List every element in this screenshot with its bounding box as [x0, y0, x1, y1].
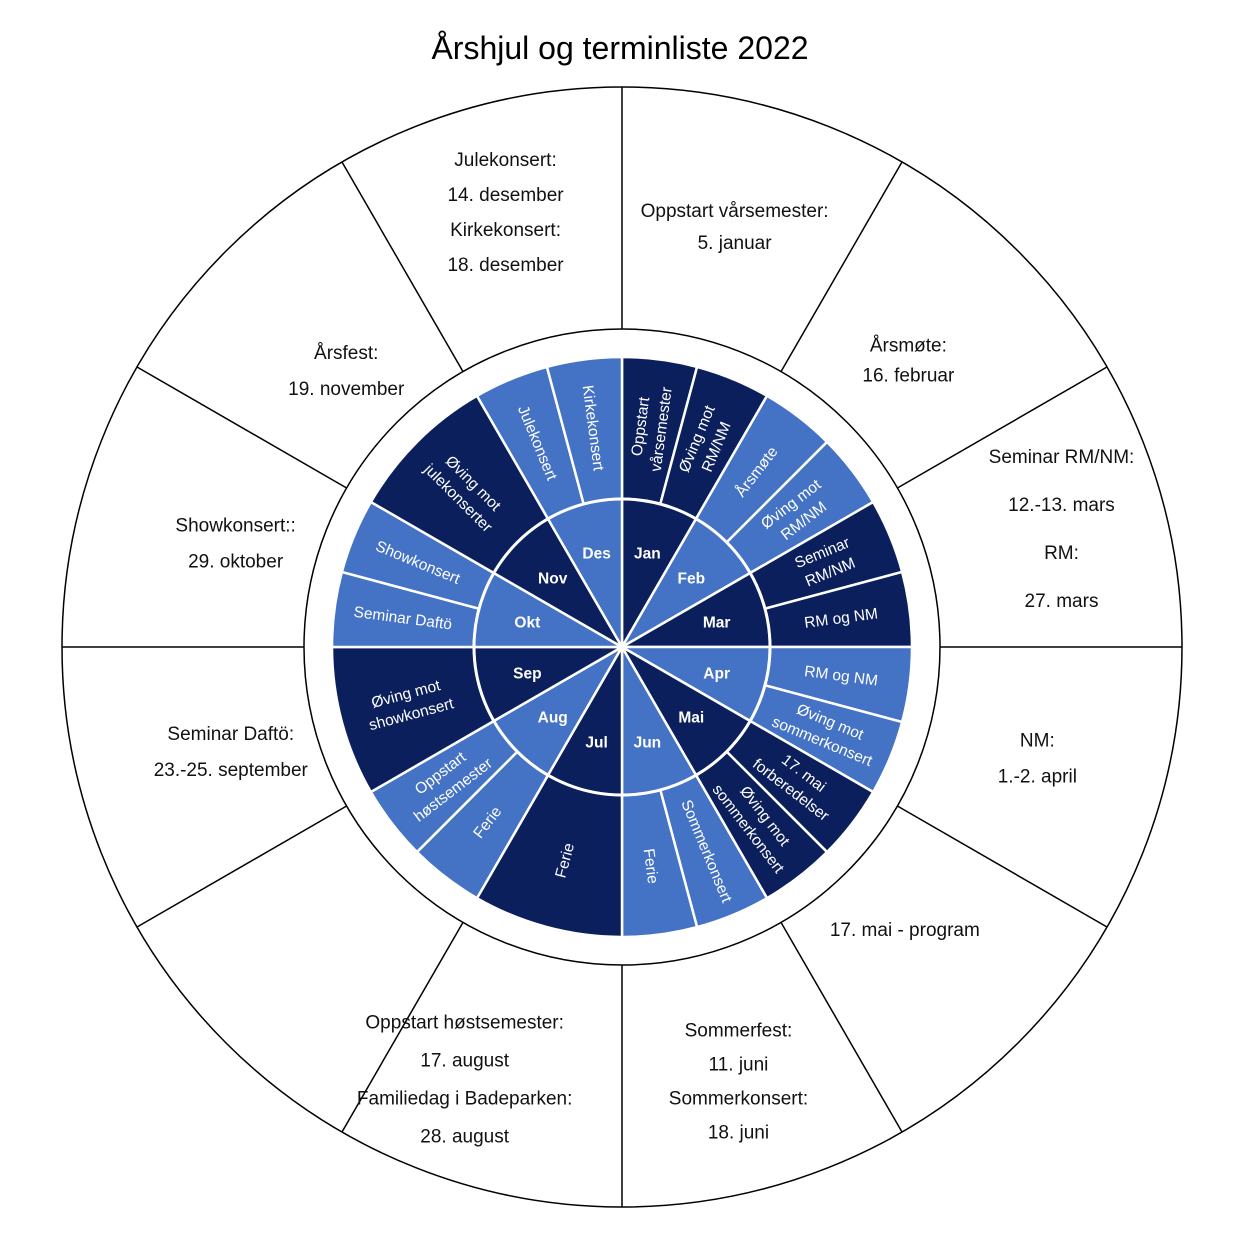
event-line: Julekonsert: [454, 150, 556, 171]
event-line: NM: [1020, 730, 1055, 751]
event-line: Årsmøte: [870, 336, 947, 357]
event-line: Showkonsert:: [175, 515, 295, 536]
event-line: Oppstart vårsemester: [641, 201, 829, 222]
event-line: Årsfest: [314, 343, 378, 364]
activity-label-ferie-line: Ferie [640, 848, 661, 885]
month-ring: Jan Feb Mar Apr Mai Jun Jul Aug Sep Okt Nov Des [472, 497, 772, 797]
month-divider [341, 161, 464, 372]
event-line: 12.-13. mars [1008, 495, 1115, 516]
month-divider [136, 805, 347, 928]
month-label-mai: Mai [678, 709, 704, 726]
month-divider [341, 922, 464, 1133]
event-line: 28. august [420, 1126, 509, 1147]
event-line: 27. mars [1025, 591, 1099, 612]
event-line: Sommerfest: [685, 1021, 793, 1042]
month-divider [136, 366, 347, 489]
month-label-sep: Sep [513, 665, 541, 682]
event-line: 18. desember [447, 255, 564, 276]
event-text-okt: Showkonsert:: 29. oktober [175, 515, 295, 572]
month-label-jan: Jan [634, 545, 661, 562]
month-divider [897, 366, 1108, 489]
month-label-feb: Feb [678, 571, 706, 588]
event-line: 11. juni [709, 1055, 769, 1076]
event-text-des: Julekonsert: 14. desember Kirkekonsert: 18.… [447, 150, 564, 276]
event-text-aug: Oppstart høstsemester: 17. august Familied… [357, 1012, 572, 1147]
month-label-jun: Jun [634, 735, 662, 752]
event-line: 19. november [288, 379, 405, 400]
month-label-des: Des [582, 545, 610, 562]
month-label-nov: Nov [538, 571, 568, 588]
month-divider [897, 805, 1108, 928]
event-line: 14. desember [447, 185, 564, 206]
event-text-mai: 17. mai - program [830, 920, 980, 941]
event-line: 17. mai - program [830, 920, 980, 941]
event-text-jan: Oppstart vårsemester: 5. januar [641, 201, 829, 254]
event-text-apr: NM: 1.-2. april [998, 730, 1077, 787]
event-line: 29. oktober [188, 551, 284, 572]
event-line: 16. februar [862, 366, 955, 387]
event-text-sep: Seminar Daftö: 23.-25. september [154, 724, 309, 781]
event-line: 5. januar [698, 233, 773, 254]
event-line: 17. august [420, 1050, 509, 1071]
month-label-apr: Apr [703, 665, 730, 682]
month-label-mar: Mar [703, 615, 731, 632]
event-line: Oppstart høstsemester: [365, 1012, 564, 1033]
month-divider [780, 922, 903, 1133]
event-line: Seminar RM/NM: [989, 447, 1135, 468]
event-line: RM: [1044, 543, 1079, 564]
month-divider [780, 161, 903, 372]
event-line: 23.-25. september [154, 760, 309, 781]
activity-ring: Oppstartvårsemester Øving motRM/NMÅrsmøte… [330, 355, 914, 939]
page-title: Årshjul og terminliste 2022 [431, 30, 809, 66]
event-line: Kirkekonsert: [450, 220, 561, 241]
event-line: Sommerkonsert: [669, 1089, 808, 1110]
event-text-jun: Sommerfest: 11. juni Sommerkonsert: 18. jun… [669, 1021, 808, 1144]
activity-label-ferie: Ferie [640, 848, 661, 885]
month-label-aug: Aug [538, 709, 568, 726]
event-line: Familiedag i Badeparken: [357, 1088, 572, 1109]
month-ring-border [472, 497, 772, 797]
month-label-okt: Okt [514, 615, 540, 632]
event-text-mar: Seminar RM/NM: 12.-13. mars RM: 27. mars [989, 447, 1135, 612]
event-text-nov: Årsfest: 19. november [288, 343, 405, 400]
event-line: Seminar Daftö: [167, 724, 294, 745]
event-line: 18. juni [708, 1123, 769, 1144]
event-text-feb: Årsmøte: 16. februar [862, 336, 955, 387]
month-label-jul: Jul [585, 735, 607, 752]
event-line: 1.-2. april [998, 766, 1077, 787]
